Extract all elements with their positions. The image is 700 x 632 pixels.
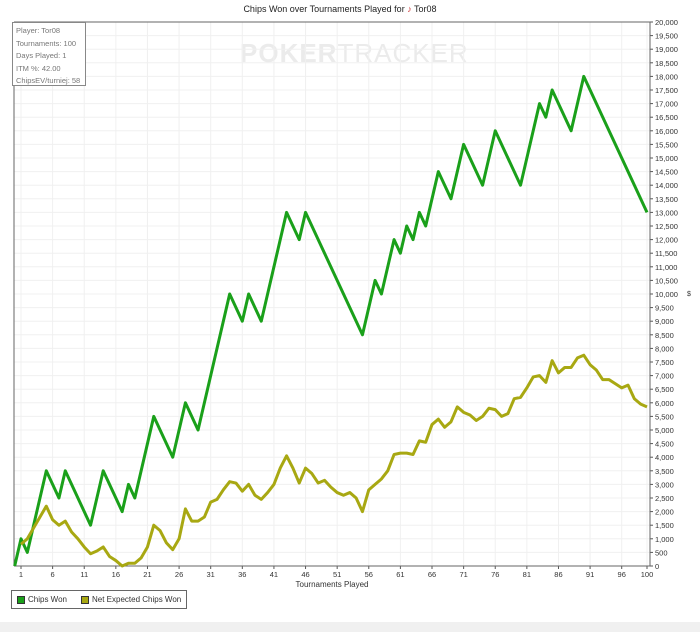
x-tick-label: 100 [641,570,654,579]
info-days: Days Played: 1 [16,51,67,60]
x-tick-label: 1 [19,570,23,579]
x-tick-label: 91 [586,570,594,579]
y-tick-label: 16,000 [655,127,678,136]
y-tick-label: 12,000 [655,236,678,245]
series-net-expected-line [20,353,648,568]
y-tick-label: 18,500 [655,59,678,68]
y-tick-label: 9,000 [655,317,674,326]
y-tick-label: 13,000 [655,208,678,217]
y-tick-label: 4,000 [655,453,674,462]
x-tick-label: 56 [365,570,373,579]
y-tick-label: 1,000 [655,535,674,544]
y-tick-label: 8,000 [655,344,674,353]
y-tick-label: 8,500 [655,331,674,340]
y-tick-label: 10,000 [655,290,678,299]
y-tick-label: 9,500 [655,304,674,313]
y-tick-label: 16,500 [655,113,678,122]
y-tick-label: 0 [655,562,659,571]
x-tick-label: 96 [618,570,626,579]
player-icon: ♪ [407,4,412,14]
y-tick-label: 7,000 [655,372,674,381]
x-tick-label: 66 [428,570,436,579]
y-tick-label: 4,500 [655,440,674,449]
player-name: Tor08 [414,4,437,14]
y-tick-label: 14,000 [655,181,678,190]
y-tick-label: 3,500 [655,467,674,476]
info-box: Player: Tor08 Tournaments: 100 Days Play… [12,22,86,86]
y-tick-label: 3,000 [655,480,674,489]
legend-swatch [17,595,25,604]
y-tick-label: 500 [655,548,668,557]
chart-title: Chips Won over Tournaments Played for ♪ … [0,4,680,14]
x-tick-label: 16 [112,570,120,579]
x-tick-label: 71 [459,570,467,579]
info-chipsev: ChipsEV/turniej: 58 [16,76,81,85]
legend-label: Net Expected Chips Won [91,595,182,604]
y-tick-label: 13,500 [655,195,678,204]
x-tick-label: 76 [491,570,499,579]
y-tick-label: 6,000 [655,399,674,408]
y-tick-label: 20,000 [655,18,678,27]
x-tick-label: 46 [301,570,309,579]
status-bar [0,622,700,632]
y-tick-label: 11,000 [655,263,677,272]
x-tick-label: 21 [143,570,151,579]
y-tick-label: 18,000 [655,72,678,81]
y-tick-label: 15,000 [655,154,678,163]
info-tournaments: Tournaments: 100 [16,38,77,48]
y-tick-label: 17,000 [655,100,678,109]
x-tick-label: 86 [554,570,562,579]
y-tick-label: 2,000 [655,508,674,517]
y-tick-label: 17,500 [655,86,678,95]
x-tick-label: 61 [396,570,404,579]
y-tick-label: 5,500 [655,412,674,421]
y-tick-label: 19,000 [655,45,678,54]
legend-item-net-expected[interactable]: Net Expected Chips Won [80,595,182,604]
x-tick-label: 36 [238,570,246,579]
y-axis-label: $ [687,291,691,298]
x-tick-label: 6 [51,570,55,579]
y-tick-label: 6,500 [655,385,674,394]
info-player: Player: Tor08 [16,26,61,35]
y-tick-label: 11,500 [655,249,677,258]
x-tick-label: 51 [333,570,341,579]
y-tick-label: 15,500 [655,140,678,149]
x-axis-label: Tournaments Played [296,580,369,589]
info-itm: ITM %: 42.00 [16,63,61,73]
x-tick-label: 26 [175,570,183,579]
legend-swatch [80,595,89,604]
y-tick-label: 10,500 [655,276,678,285]
series-chips-won-line [13,74,649,567]
y-tick-label: 2,500 [655,494,674,503]
x-tick-label: 31 [207,570,215,579]
y-tick-label: 7,500 [655,358,674,367]
legend-item-chips-won[interactable]: Chips Won [17,595,67,604]
legend-label: Chips Won [28,595,67,604]
y-tick-label: 1,500 [655,521,674,530]
x-tick-label: 41 [270,570,278,579]
legend: Chips Won Net Expected Chips Won [11,590,188,609]
title-text: Chips Won over Tournaments Played for [243,4,405,14]
y-tick-label: 19,500 [655,32,678,41]
y-tick-label: 5,000 [655,426,674,435]
y-tick-label: 14,500 [655,168,678,177]
y-tick-label: 12,500 [655,222,678,231]
x-tick-label: 11 [80,570,88,579]
x-tick-label: 81 [523,570,531,579]
